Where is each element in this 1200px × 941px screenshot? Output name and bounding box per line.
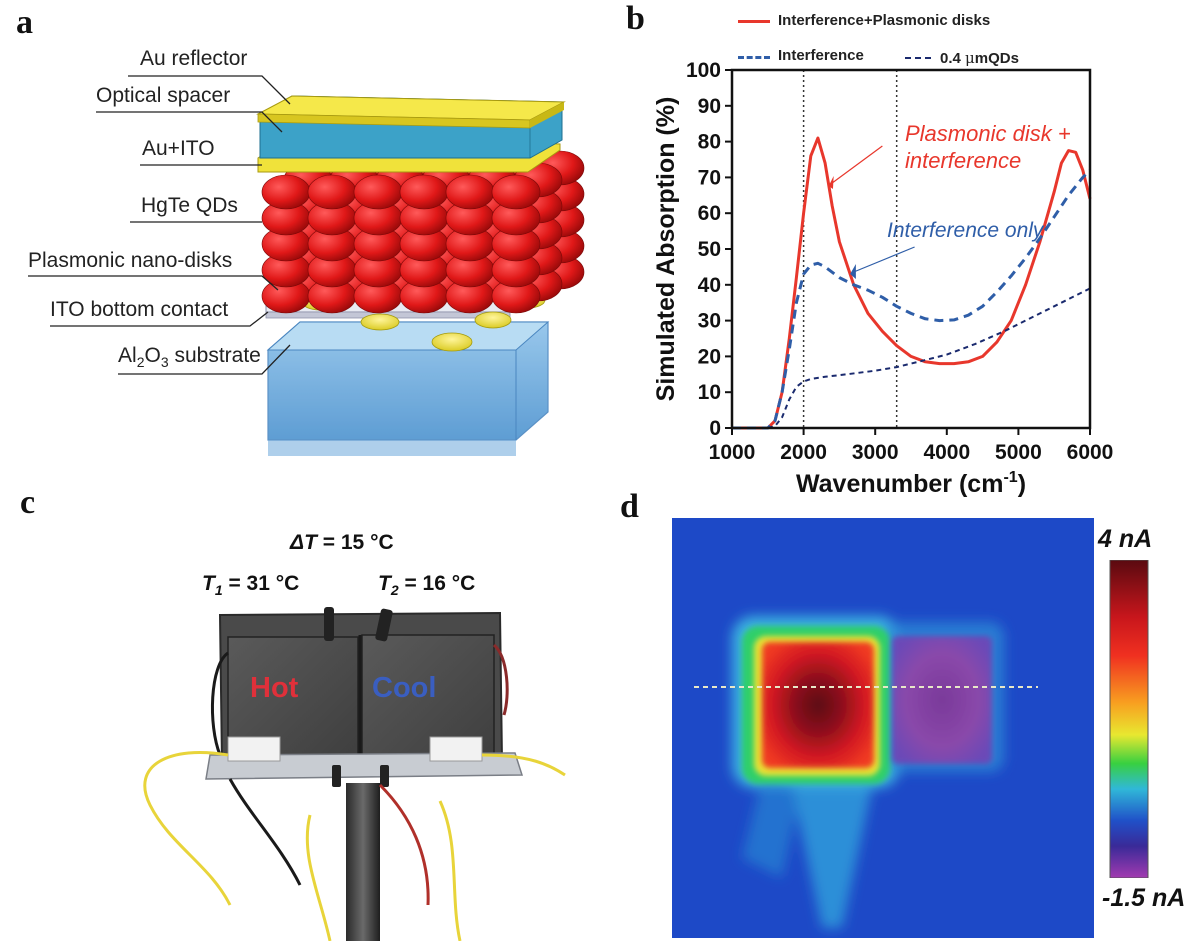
device-schematic: [28, 75, 585, 456]
y-tick-label: 90: [698, 95, 721, 118]
cool-region: [892, 636, 992, 764]
label-substrate: Al2O3 substrate: [118, 344, 261, 371]
y-axis-label: Simulated Absorption (%): [652, 97, 680, 402]
label-au-ito: Au+ITO: [142, 137, 215, 160]
label-ito-bottom-contact: ITO bottom contact: [50, 298, 229, 321]
y-tick-label: 0: [709, 417, 721, 440]
quantum-dot: [353, 174, 403, 210]
legend-label-s2: Interference: [778, 47, 864, 64]
series-line: [732, 287, 1091, 429]
legend-label-s3: 0.4 μmQDs: [940, 49, 1019, 67]
colorbar-max-label: 4 nA: [1098, 525, 1153, 553]
annotation-arrowhead: [828, 176, 834, 189]
x-tick-label: 3000: [852, 441, 899, 464]
quantum-dot: [399, 174, 449, 210]
t2-label: T2 = 16 °C: [378, 572, 476, 599]
quantum-dot: [445, 174, 495, 210]
support-pole: [346, 783, 380, 941]
y-tick-label: 60: [698, 202, 721, 225]
label-leaders: [28, 75, 291, 375]
x-tick-label: 2000: [780, 441, 827, 464]
label-optical-spacer: Optical spacer: [96, 84, 231, 107]
legend-swatch-s3: [905, 57, 931, 59]
series-line: [732, 169, 1092, 430]
t1-label: T1 = 31 °C: [202, 572, 300, 599]
panel-letter-d: d: [620, 488, 639, 525]
au-reflector: [256, 95, 566, 129]
absorption-chart: 0 10 20 30 40 50 60 70 80 90 100 1000 2000 3000 4000 50…: [652, 59, 1114, 498]
series-line: [732, 136, 1092, 430]
quantum-dot: [307, 174, 357, 210]
x-tick-label: 5000: [995, 441, 1042, 464]
y-tick-label: 10: [698, 381, 721, 404]
annotation-arrow: [853, 246, 915, 273]
label-plasmonic-nano-disks: Plasmonic nano-disks: [28, 249, 233, 272]
substrate-block: [266, 321, 550, 456]
label-au-reflector: Au reflector: [140, 47, 248, 70]
delta-t-label: ΔT = 15 °C: [290, 531, 394, 554]
panel-letter-a: a: [16, 4, 33, 41]
hot-region: [762, 642, 874, 768]
y-tick-label: 70: [698, 166, 721, 189]
y-tick-label: 40: [698, 274, 721, 297]
label-hgte-qds: HgTe QDs: [141, 194, 238, 217]
x-tick-label: 1000: [709, 441, 756, 464]
x-axis-label: Wavenumber (cm-1): [796, 469, 1026, 498]
hgte-qds: [261, 150, 585, 314]
legend-swatch-s2: [738, 56, 770, 59]
legend-label-s1: Interference+Plasmonic disks: [778, 12, 991, 29]
annotation-arrow: [830, 145, 883, 185]
y-tick-label: 100: [686, 59, 721, 82]
annotation-plasmonic: Plasmonic disk + interference: [905, 121, 1071, 173]
photocurrent-map: [672, 518, 1094, 938]
hot-label: Hot: [250, 672, 299, 704]
y-tick-label: 50: [698, 238, 721, 261]
quantum-dot: [261, 174, 311, 210]
colorbar-min-label: -1.5 nA: [1102, 884, 1186, 912]
y-tick-label: 80: [698, 131, 721, 154]
thermal-setup-photo: [143, 607, 566, 941]
x-tick-label: 4000: [923, 441, 970, 464]
panel-letter-b: b: [626, 0, 645, 37]
legend-swatch-s1: [738, 20, 770, 23]
quantum-dot: [491, 174, 541, 210]
panel-letter-c: c: [20, 484, 36, 521]
cool-label: Cool: [372, 672, 437, 704]
x-tick-label: 6000: [1067, 441, 1114, 464]
annotation-arrowhead: [850, 264, 856, 279]
y-tick-label: 20: [698, 345, 721, 368]
annotation-interference-only: Interference only: [887, 219, 1044, 242]
colorbar: [1109, 560, 1149, 878]
y-tick-label: 30: [698, 310, 721, 333]
